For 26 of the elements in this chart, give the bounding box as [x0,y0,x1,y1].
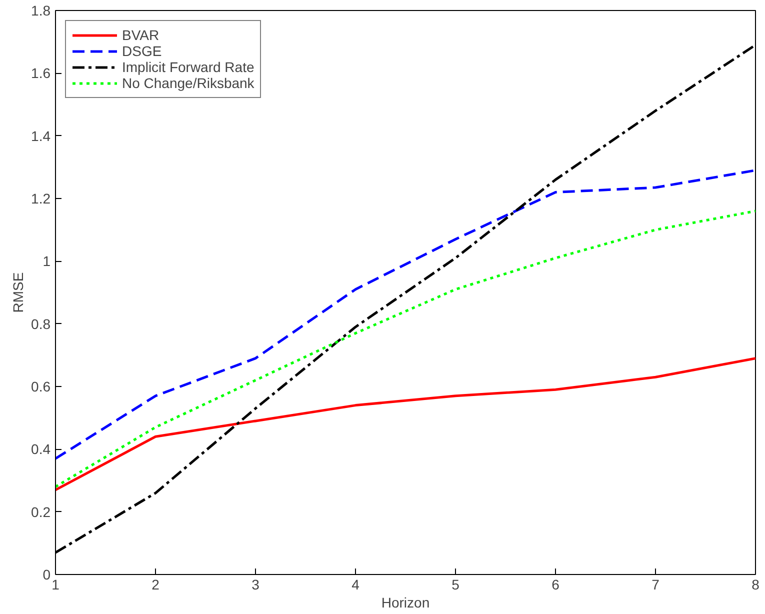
y-tick-label: 1.2 [31,190,51,206]
y-axis-title: RMSE [10,272,26,313]
x-tick-label: 4 [352,576,360,592]
line-series [56,357,756,492]
x-tick-label: 3 [252,576,260,592]
x-tick-label: 8 [752,576,760,592]
line-series [56,210,756,488]
x-tick-label: 2 [152,576,160,592]
line-series [56,169,756,460]
legend-label: BVAR [122,27,160,43]
y-tick-label: 0.4 [31,441,51,458]
y-tick-label: 0.6 [31,378,51,394]
y-tick-label: 1 [42,253,51,270]
y-tick-label: 1.8 [31,2,51,18]
x-tick-label: 7 [652,576,660,592]
x-tick-label: 5 [452,576,460,592]
legend-label: DSGE [122,43,162,59]
y-tick-label: 1.4 [31,128,51,144]
y-tick-label: 0 [42,566,51,582]
legend-label: Implicit Forward Rate [122,59,254,75]
legend-label: No Change/Riksbank [122,75,254,91]
x-tick-label: 6 [552,576,560,592]
y-tick-label: 1.6 [31,65,51,82]
y-tick-label: 0.8 [31,316,51,332]
x-axis-title: Horizon [381,594,430,610]
y-tick-label: 0.2 [31,504,51,520]
